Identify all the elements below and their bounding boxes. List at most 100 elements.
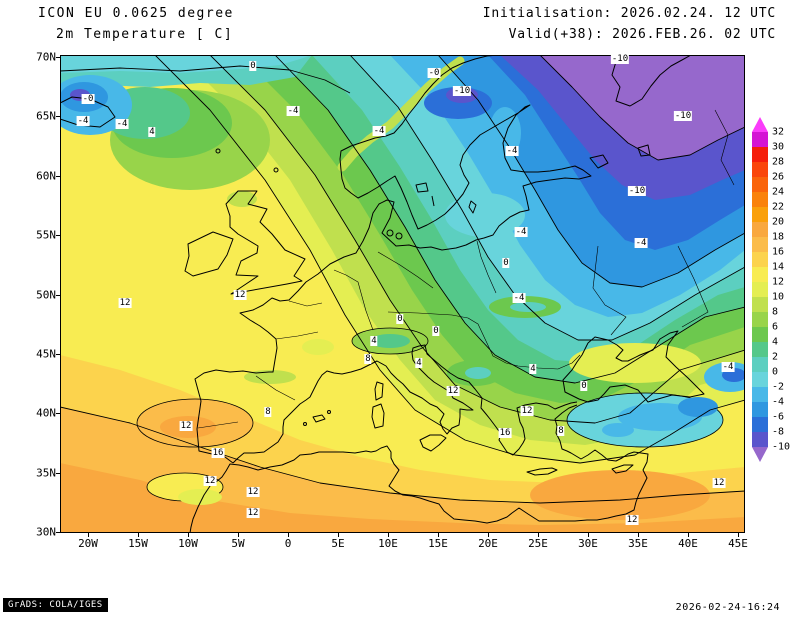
contour-label: 8 bbox=[264, 407, 272, 417]
x-tick-label: 5E bbox=[331, 537, 345, 550]
colorbar-segment bbox=[752, 447, 768, 462]
temp-blob bbox=[602, 423, 634, 437]
temperature-map bbox=[60, 55, 745, 533]
generation-timestamp: 2026-02-24-16:24 bbox=[675, 602, 780, 613]
river-loire bbox=[275, 331, 319, 340]
colorbar-segment bbox=[752, 162, 768, 177]
contour-label: -4 bbox=[514, 227, 528, 237]
x-tick-label: 10W bbox=[178, 537, 198, 550]
colorbar-label: 20 bbox=[772, 216, 785, 228]
contour-label: 12 bbox=[233, 290, 247, 300]
river-dnieper bbox=[592, 245, 627, 336]
temp-band bbox=[540, 55, 745, 160]
x-tick-mark bbox=[488, 533, 489, 537]
colorbar-segment bbox=[752, 132, 768, 147]
colorbar-label: 14 bbox=[772, 261, 785, 273]
island-corsica bbox=[374, 381, 384, 401]
contour-label: -4 bbox=[286, 106, 300, 116]
isotherm-minus4 bbox=[437, 55, 745, 288]
x-tick-label: 30E bbox=[578, 537, 598, 550]
x-tick-label: 15W bbox=[128, 537, 148, 550]
contour-label: 4 bbox=[529, 364, 537, 374]
river-seine bbox=[288, 300, 323, 307]
island-funen bbox=[395, 232, 403, 240]
coast-ireland bbox=[184, 231, 234, 277]
colorbar-segment bbox=[752, 252, 768, 267]
x-tick-mark bbox=[588, 533, 589, 537]
contour-lines bbox=[60, 55, 745, 504]
y-tick-label: 60N bbox=[36, 169, 56, 183]
isotherm-8 bbox=[209, 55, 745, 424]
colorbar-segment bbox=[752, 432, 768, 447]
contour-label: 16 bbox=[211, 448, 225, 458]
x-tick-label: 20E bbox=[478, 537, 498, 550]
colorbar-label: -10 bbox=[772, 441, 791, 453]
contour-label: 12 bbox=[246, 508, 260, 518]
temp-blob bbox=[445, 193, 525, 237]
colorbar-segment bbox=[752, 177, 768, 192]
island-zealand bbox=[386, 229, 394, 237]
river-rhine bbox=[333, 269, 374, 331]
contour-label: 4 bbox=[370, 336, 378, 346]
x-tick-mark bbox=[638, 533, 639, 537]
x-tick-mark bbox=[138, 533, 139, 537]
y-tick-mark bbox=[56, 413, 60, 415]
temp-blob bbox=[227, 191, 257, 207]
x-tick-label: 20W bbox=[78, 537, 98, 550]
colorbar-label: 4 bbox=[772, 336, 779, 348]
contour-label: -10 bbox=[452, 86, 472, 96]
river-elbe bbox=[377, 251, 434, 289]
contour-label: -4 bbox=[372, 126, 386, 136]
contour-label: -10 bbox=[673, 111, 693, 121]
coast-iceland bbox=[60, 96, 116, 128]
y-tick-mark bbox=[56, 353, 60, 355]
island-sicily bbox=[419, 434, 447, 452]
contour-label: 12 bbox=[446, 386, 460, 396]
contour-label: -4 bbox=[76, 116, 90, 126]
contour-label: -4 bbox=[115, 119, 129, 129]
x-tick-mark bbox=[738, 533, 739, 537]
x-tick-mark bbox=[338, 533, 339, 537]
colorbar-label: -2 bbox=[772, 381, 785, 393]
temp-blob-blacksea bbox=[569, 343, 701, 383]
isotherm-0-arctic bbox=[60, 65, 351, 94]
y-tick-label: 50N bbox=[36, 288, 56, 301]
colorbar-label: -6 bbox=[772, 411, 785, 423]
x-tick-label: 35E bbox=[628, 537, 648, 550]
contour-label: 12 bbox=[625, 515, 639, 525]
island-faroe bbox=[215, 148, 221, 154]
colorbar-segment bbox=[752, 342, 768, 357]
regional-anomalies bbox=[60, 55, 745, 520]
contour-label: 0 bbox=[502, 258, 510, 268]
temp-blob bbox=[370, 334, 410, 348]
contour-label: 0 bbox=[580, 381, 588, 391]
lake-ladoga bbox=[589, 154, 609, 169]
x-tick-mark bbox=[538, 533, 539, 537]
colorbar-segment bbox=[752, 192, 768, 207]
contour-label: 0 bbox=[432, 326, 440, 336]
initialisation-time: Initialisation: 2026.02.24. 12 UTC bbox=[482, 6, 776, 21]
contour-label: 16 bbox=[498, 428, 512, 438]
y-tick-label: 65N bbox=[36, 109, 56, 123]
contour-label: -10 bbox=[627, 186, 647, 196]
x-tick-label: 0 bbox=[284, 537, 292, 550]
island-menorca bbox=[327, 410, 331, 414]
contour-label: 0 bbox=[249, 61, 257, 71]
contour-label: -4 bbox=[512, 293, 526, 303]
river-vistula bbox=[476, 240, 497, 294]
contour-label: 12 bbox=[179, 421, 193, 431]
lake-vattern bbox=[431, 195, 435, 207]
isotherm-12 bbox=[154, 55, 745, 464]
x-tick-label: 45E bbox=[728, 537, 748, 550]
y-tick-mark bbox=[56, 57, 60, 58]
y-tick-mark bbox=[56, 294, 60, 296]
colorbar-segment bbox=[752, 222, 768, 237]
colorbar-segment bbox=[752, 297, 768, 312]
isotherm-minus10 bbox=[539, 55, 745, 161]
river-danube bbox=[387, 311, 581, 370]
colorbar-segment bbox=[752, 387, 768, 402]
contour-label: 12 bbox=[246, 487, 260, 497]
lake-onega bbox=[637, 144, 651, 157]
island-cyprus bbox=[611, 464, 634, 474]
